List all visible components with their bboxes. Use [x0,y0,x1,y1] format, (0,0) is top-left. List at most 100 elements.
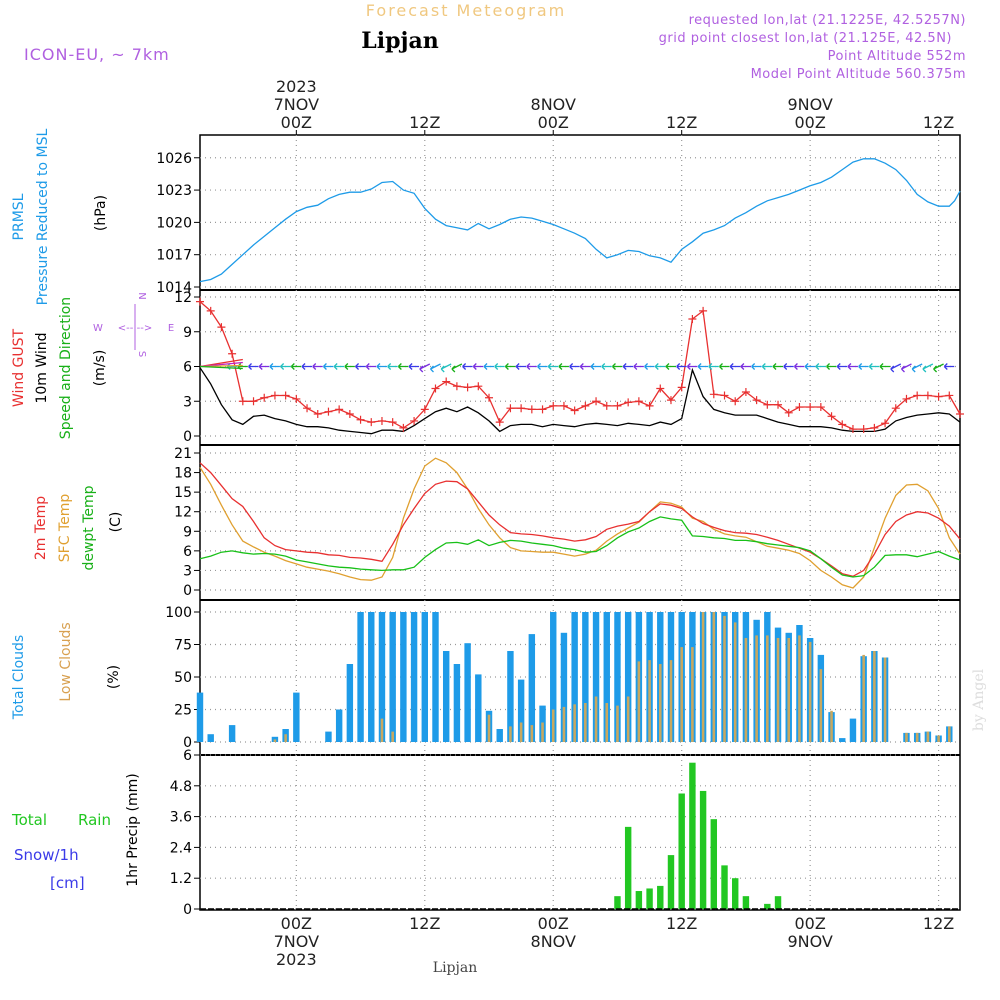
gust-marker [431,384,440,393]
precip-tick-label: 3.6 [170,810,192,826]
total-cloud-bar [368,612,375,742]
wind-direction-arrow [633,363,644,370]
low-cloud-bar [487,714,491,742]
gust-marker [827,412,836,421]
gust-marker [313,409,322,418]
wind-direction-arrow [933,363,944,373]
wind-direction-arrow [462,363,473,370]
gust-marker [474,382,483,391]
gust-marker [634,397,643,406]
total-cloud-bar [550,612,557,742]
gust-marker [324,407,333,416]
low-cloud-bar [530,725,534,742]
rain-bar [614,896,621,909]
wind-direction-arrow [847,363,858,370]
low-cloud-bar [669,660,673,742]
total-cloud-bar [453,664,461,742]
gust-marker [859,425,868,434]
wind-direction-arrow [879,363,891,370]
gust-marker [774,400,783,409]
wind-direction-arrow [612,363,623,370]
total-cloud-bar [325,731,332,742]
gust-marker [442,377,451,386]
wind-direction-arrow [644,363,655,370]
total-cloud-bar [592,612,600,742]
wind-direction-arrow [537,363,548,370]
low-cloud-bar [873,651,876,742]
wind-direction-arrow [922,363,934,373]
rain-bar [667,855,675,909]
rain-bar [678,793,685,909]
gust-marker [581,401,590,410]
wind-direction-arrow [911,363,923,373]
location-title: Lipjan [361,28,438,54]
dewpt-label: dewpt Temp [81,485,97,570]
clouds-tick-label: 50 [174,670,192,686]
wind-direction-arrow [408,363,420,370]
gust-marker [463,383,472,392]
wind-direction-arrow [301,363,313,370]
low-cloud-bar [541,722,544,742]
y-tick-labels: 1014101710201023102603691203691215182102… [156,151,192,918]
wind-direction-arrow [269,363,280,370]
low-cloud-bar [883,657,887,742]
gust-marker [517,404,526,413]
temp2m-line [199,462,961,577]
pressure-msl-label: Pressure Reduced to MSL [35,128,51,305]
total-cloud-bar [624,612,632,742]
gust-marker [217,323,226,332]
total-cloud-bar [389,612,396,742]
total-cloud-bar [582,612,589,742]
gust-marker [356,415,365,424]
compass-n: N [136,292,147,299]
temperature-tick-label: 3 [183,563,192,579]
low-cloud-bar [648,660,651,742]
wind-direction-arrow [547,363,559,370]
top-time-label: 2023 [276,77,317,96]
total-cloud-bar [207,734,214,742]
wind-direction-arrow [579,363,591,370]
bottom-time-label: 12Z [923,914,954,933]
total-clouds-label: Total Clouds [11,635,27,720]
precip-tick-label: 1.2 [170,871,192,887]
temperature-tick-label: 21 [174,446,192,462]
gust-marker [613,401,622,410]
clouds-tick-label: 25 [174,703,192,719]
precip-tick-label: 6 [183,748,192,764]
wind-direction-arrow [430,363,441,373]
series-lines [196,158,964,589]
wind-direction-arrow [761,363,773,370]
gust-marker [260,393,269,402]
gust-marker [303,404,312,413]
wind-direction-arrow [815,363,826,370]
rain-bar [689,762,696,909]
wind-direction-arrow [890,363,902,373]
total-cloud-bar [421,612,428,742]
panel-grids [194,135,960,910]
gust-marker [292,394,301,403]
gust-marker [538,405,547,414]
low-cloud-bar [819,669,823,742]
gust-marker [196,297,204,306]
plot-frame [199,134,961,911]
wind-direction-arrow [199,365,243,370]
wind-tick-label: 3 [183,394,192,410]
wind-direction-arrow [708,363,719,370]
low-cloud-bar [637,661,641,742]
gust-marker [559,401,568,410]
low-cloud-bar [691,647,694,742]
low-cloud-bar [926,731,930,742]
bottom-time-label: 12Z [409,914,440,933]
gust-marker [452,382,461,391]
rain-bar [646,888,653,909]
gust-marker [666,396,675,405]
cloud-labels: Total Clouds Low Clouds (%) [11,622,122,720]
low-cloud-bar [509,726,512,742]
total-cloud-bar [442,651,450,742]
gust-marker [485,393,494,402]
clouds-tick-label: 75 [174,638,192,654]
wind-direction-arrow [590,363,602,370]
total-cloud-bar [400,612,407,742]
